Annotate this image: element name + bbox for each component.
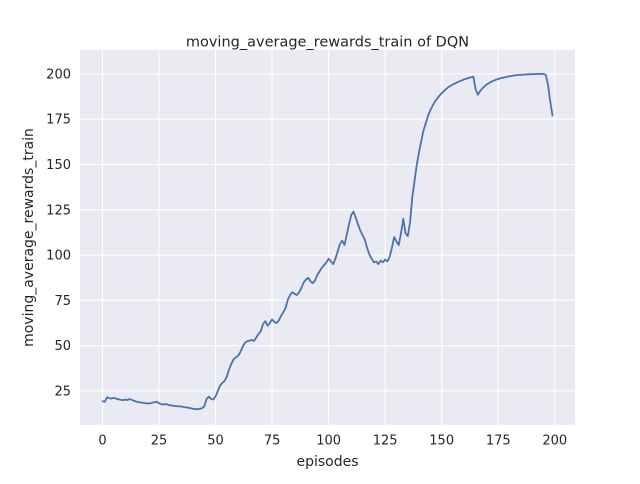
y-tick-label: 125 (46, 203, 71, 218)
x-tick-label: 200 (542, 434, 567, 449)
x-tick-label: 25 (151, 434, 168, 449)
x-tick-label: 0 (98, 434, 106, 449)
dqn-reward-line-series (101, 73, 554, 411)
y-axis-label: moving_average_rewards_train (21, 128, 37, 347)
y-axis-tick-labels: 25 50 75 100 125 150 175 200 (46, 67, 71, 399)
y-tick-label: 75 (54, 294, 71, 309)
y-tick-label: 200 (46, 67, 71, 82)
x-tick-label: 150 (429, 434, 454, 449)
y-tick-label: 25 (54, 384, 71, 399)
x-tick-label: 50 (207, 434, 224, 449)
x-tick-label: 125 (373, 434, 398, 449)
y-tick-label: 150 (46, 158, 71, 173)
x-axis-tick-labels: 0 25 50 75 100 125 150 175 200 (98, 434, 567, 449)
x-axis-label: episodes (296, 454, 358, 470)
chart-title: moving_average_rewards_train of DQN (186, 35, 469, 51)
grid-lines (80, 50, 575, 425)
y-tick-label: 175 (46, 113, 71, 128)
x-tick-label: 175 (486, 434, 511, 449)
y-tick-label: 50 (54, 339, 71, 354)
plot-area (80, 50, 575, 425)
x-tick-label: 100 (316, 434, 341, 449)
x-tick-label: 75 (264, 434, 281, 449)
y-tick-label: 100 (46, 249, 71, 264)
